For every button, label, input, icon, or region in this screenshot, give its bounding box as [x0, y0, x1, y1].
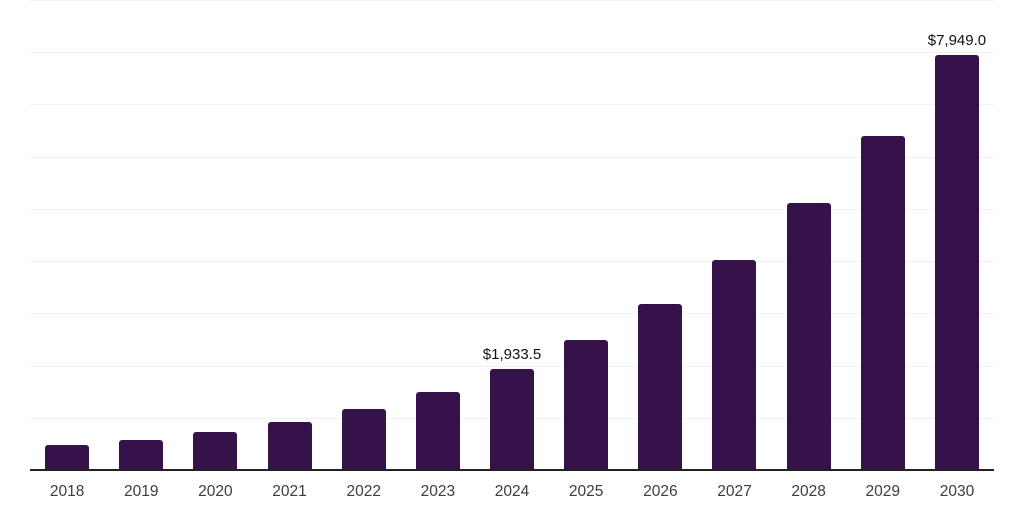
x-tick-2029: 2029: [865, 483, 901, 500]
gridline-5000: [30, 208, 994, 210]
gridline-7000: [30, 104, 994, 106]
bar-2027[interactable]: [712, 260, 757, 470]
gridline-8000: [30, 52, 994, 54]
x-tick-2030: 2030: [939, 483, 975, 500]
x-tick-2022: 2022: [346, 483, 381, 500]
bar-2030[interactable]: [934, 54, 979, 470]
bar-2023[interactable]: [415, 391, 460, 470]
gridline-9000: [30, 0, 994, 1]
bar-2018[interactable]: [45, 444, 90, 470]
data-label-2030: $7,949.0: [927, 31, 987, 49]
x-tick-2025: 2025: [568, 483, 604, 500]
x-tick-2027: 2027: [717, 483, 752, 500]
bar-2021[interactable]: [267, 421, 312, 470]
plot-area: $1,933.5 $7,949.0: [30, 0, 994, 470]
x-tick-2026: 2026: [643, 483, 678, 500]
bar-2025[interactable]: [564, 339, 609, 470]
x-tick-2021: 2021: [272, 483, 307, 500]
x-tick-2020: 2020: [198, 483, 233, 500]
bar-2019[interactable]: [119, 439, 164, 470]
gridline-4000: [30, 261, 994, 263]
bar-2026[interactable]: [638, 303, 683, 470]
gridline-6000: [30, 156, 994, 158]
bar-2024[interactable]: [490, 369, 534, 470]
x-tick-2018: 2018: [49, 483, 85, 500]
x-tick-2023: 2023: [420, 483, 456, 500]
gridline-2000: [30, 365, 994, 367]
x-axis-line: [30, 469, 994, 471]
x-tick-2024: 2024: [494, 483, 530, 500]
data-label-2024: $1,933.5: [482, 346, 542, 364]
x-tick-2028: 2028: [791, 483, 826, 500]
gridline-3000: [30, 313, 994, 315]
x-tick-2019: 2019: [123, 483, 159, 500]
bar-2020[interactable]: [193, 431, 238, 470]
bar-2022[interactable]: [341, 408, 386, 470]
bar-2028[interactable]: [786, 203, 831, 470]
x-axis-tick-labels: 2018 2019 2020 2021 2022 2023 2024 2025 2026 2027…: [30, 480, 994, 504]
bar-2029[interactable]: [860, 136, 905, 470]
